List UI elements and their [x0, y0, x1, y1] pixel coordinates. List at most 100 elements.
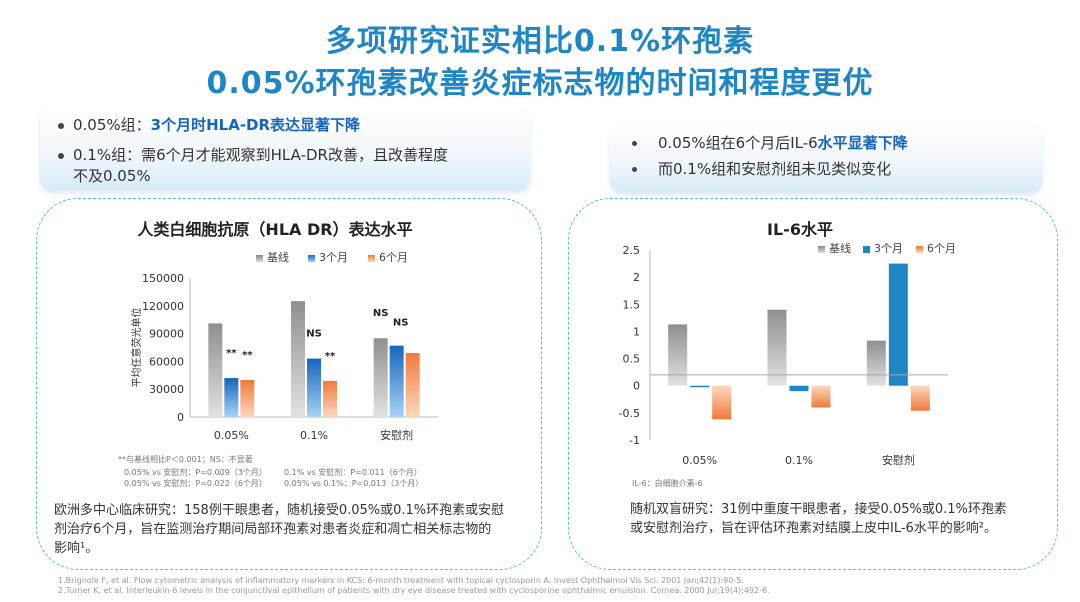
hla-dr-study-description: 欧洲多中心临床研究：158例干眼患者，随机接受0.05%或0.1%环孢素或安慰 …: [54, 501, 534, 558]
il6-study-panel: [568, 198, 1058, 570]
x-tick-label: 安慰剂: [380, 428, 413, 442]
bar-month3: [224, 378, 239, 417]
y-tick-label: 2: [633, 271, 640, 284]
right-bullet-1-highlight: 水平显著下降: [817, 134, 908, 152]
legend-label: 3个月: [319, 251, 348, 264]
y-tick-label: -1: [629, 434, 640, 447]
il6-footnote: IL-6：白细胞介素-6: [632, 479, 703, 488]
y-tick-label: 2.5: [623, 244, 641, 257]
description-line: 影响¹。: [54, 541, 99, 556]
y-tick-label: 0: [177, 411, 184, 424]
legend-month6: 6个月: [916, 240, 956, 256]
reference-2: 2.Turner K, et al. Interleukin-6 levels …: [58, 586, 770, 595]
il6-chart-title: IL-6水平: [767, 220, 833, 239]
x-tick-label: 安慰剂: [882, 453, 915, 467]
legend-label: 基线: [829, 242, 851, 255]
legend-month6: 6个月: [368, 249, 408, 265]
bullet-dot: [632, 141, 637, 146]
bar-month6: [811, 385, 831, 408]
x-tick-label: 0.1%: [785, 454, 813, 467]
legend-baseline: 基线: [818, 240, 851, 256]
hla-dr-chart-title: 人类白细胞抗原（HLA DR）表达水平: [137, 220, 413, 239]
page-title-line-2: 0.05%环孢素改善炎症标志物的时间和程度更优: [206, 66, 874, 101]
bar-month6: [240, 379, 255, 417]
bar-baseline: [668, 324, 688, 386]
y-tick-label: 0: [633, 380, 640, 393]
bar-baseline: [208, 323, 223, 417]
x-tick-label: 0.05%: [682, 454, 717, 467]
bar-baseline: [767, 309, 787, 386]
left-bullet-2-line-1: 0.1%组：需6个月才能观察到HLA-DR改善，且改善程度: [73, 146, 448, 164]
description-line: 随机双盲研究：31例中重度干眼患者，接受0.05%或0.1%环孢素: [630, 502, 1007, 517]
reference-1: 1.Brignole F, et al. Flow cytometric ana…: [58, 576, 744, 585]
pvalue-note: 0.05% vs 安慰剂：P=0.022（6个月）: [124, 479, 267, 488]
bar-baseline: [373, 338, 388, 417]
bar-month6: [910, 385, 930, 411]
bar-month3: [888, 263, 908, 386]
x-tick-label: 0.05%: [214, 429, 249, 442]
description-line: 欧洲多中心临床研究：158例干眼患者，随机接受0.05%或0.1%环孢素或安慰: [54, 503, 505, 518]
bar-month3: [307, 358, 321, 417]
right-bullet-1-prefix: 0.05%组在6个月后IL-6: [658, 134, 818, 152]
y-tick-label: 30000: [149, 383, 184, 396]
y-tick-label: 0.5: [623, 353, 641, 366]
bullet-dot: [58, 123, 64, 129]
bar-month6: [712, 385, 732, 420]
significance-note: **与基线相比P＜0.001；NS：不显著: [118, 455, 253, 464]
left-bullet-1-prefix: 0.05%组：: [73, 116, 151, 134]
left-bullet-2: 0.1%组：需6个月才能观察到HLA-DR改善，且改善程度 不及0.05%: [73, 145, 523, 187]
bar-baseline: [866, 340, 886, 386]
bar-month3: [389, 345, 404, 417]
legend-swatch: [368, 254, 375, 262]
right-bullet-2: 而0.1%组和安慰剂组未见类似变化: [658, 160, 892, 178]
legend-swatch: [256, 254, 263, 262]
bar-month3: [789, 385, 809, 392]
significance-label: NS: [373, 308, 389, 319]
pvalue-note: 0.1% vs 安慰剂：P=0.011（6个月）: [284, 468, 422, 477]
significance-label: **: [325, 351, 336, 362]
legend-swatch: [863, 245, 870, 253]
significance-label: NS: [306, 329, 322, 340]
bullet-dot: [632, 167, 637, 172]
y-tick-label: -0.5: [619, 407, 640, 420]
bullet-dot: [58, 153, 64, 159]
y-tick-label: 60000: [149, 355, 184, 368]
right-bullet-1: 0.05%组在6个月后IL-6水平显著下降: [658, 133, 908, 154]
y-tick-label: 1: [633, 325, 640, 338]
left-findings-box: 0.05%组：3个月时HLA-DR表达显著下降 0.1%组：需6个月才能观察到H…: [40, 108, 530, 190]
bar-baseline: [291, 301, 305, 417]
y-tick-label: 150000: [142, 272, 184, 285]
description-line: 剂治疗6个月，旨在监测治疗期间局部环孢素对患者炎症和凋亡相关标志物的: [54, 522, 492, 537]
hla-dr-study-panel: [36, 198, 542, 570]
x-tick-label: 0.1%: [300, 429, 328, 442]
bar-month6: [323, 380, 337, 417]
il6-study-description: 随机双盲研究：31例中重度干眼患者，接受0.05%或0.1%环孢素 或安慰剂治疗…: [630, 500, 1050, 538]
legend-label: 6个月: [927, 242, 956, 255]
bar-month3: [690, 385, 710, 388]
description-line: 或安慰剂治疗，旨在评估环孢素对结膜上皮中IL-6水平的影响²。: [630, 521, 998, 536]
left-bullet-1: 0.05%组：3个月时HLA-DR表达显著下降: [73, 115, 360, 136]
legend-baseline: 基线: [256, 249, 289, 265]
left-bullet-2-line-2: 不及0.05%: [73, 167, 151, 185]
y-tick-label: 120000: [142, 300, 184, 313]
y-tick-label: 1.5: [623, 298, 641, 311]
left-bullet-1-highlight: 3个月时HLA-DR表达显著下降: [150, 116, 361, 134]
legend-month3: 3个月: [863, 240, 903, 256]
significance-label: NS: [393, 318, 409, 329]
references: 1.Brignole F, et al. Flow cytometric ana…: [58, 576, 770, 596]
legend-label: 6个月: [379, 251, 408, 264]
y-axis-label: 平均任意荧光单位: [130, 308, 143, 388]
pvalue-note: 0.05% vs 0.1%：P=0.013（3个月）: [284, 479, 424, 488]
pvalue-note: 0.05% vs 安慰剂：P=0.009（3个月）: [124, 468, 267, 477]
legend-swatch: [916, 245, 923, 253]
significance-label: **: [226, 348, 237, 359]
page-title-line-1: 多项研究证实相比0.1%环孢素: [325, 24, 755, 59]
legend-month3: 3个月: [308, 249, 348, 265]
bar-month6: [405, 353, 420, 417]
il6-chart: -1 -0.5 0 0.5 1 1.5 2 2.5 0.05% 0.1% 安慰剂: [619, 244, 948, 467]
legend-swatch: [818, 245, 825, 253]
right-findings-box: 0.05%组在6个月后IL-6水平显著下降 而0.1%组和安慰剂组未见类似变化: [610, 124, 1042, 192]
y-tick-label: 90000: [149, 328, 184, 341]
legend-label: 基线: [267, 251, 289, 264]
legend-swatch: [308, 254, 315, 262]
